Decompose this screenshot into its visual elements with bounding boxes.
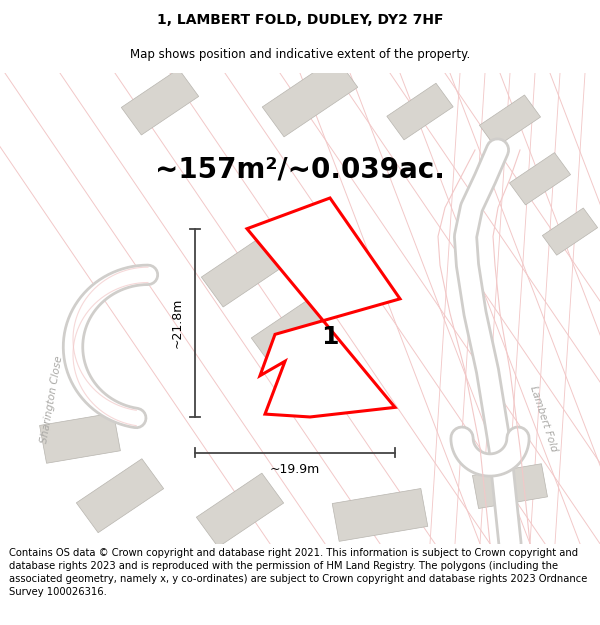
Polygon shape — [479, 95, 541, 148]
Polygon shape — [509, 152, 571, 205]
Polygon shape — [542, 208, 598, 255]
Polygon shape — [247, 198, 400, 417]
Text: Contains OS data © Crown copyright and database right 2021. This information is : Contains OS data © Crown copyright and d… — [9, 548, 587, 598]
Polygon shape — [332, 489, 428, 541]
Text: 1, LAMBERT FOLD, DUDLEY, DY2 7HF: 1, LAMBERT FOLD, DUDLEY, DY2 7HF — [157, 14, 443, 28]
Text: Map shows position and indicative extent of the property.: Map shows position and indicative extent… — [130, 48, 470, 61]
Polygon shape — [76, 459, 164, 532]
Polygon shape — [387, 83, 453, 140]
Polygon shape — [251, 299, 329, 366]
Text: ~157m²/~0.039ac.: ~157m²/~0.039ac. — [155, 155, 445, 183]
Polygon shape — [202, 233, 289, 307]
Text: ~19.9m: ~19.9m — [270, 463, 320, 476]
Text: Sharington Close: Sharington Close — [40, 355, 65, 444]
Polygon shape — [121, 69, 199, 135]
Text: Lambert Fold: Lambert Fold — [527, 384, 559, 453]
Polygon shape — [262, 58, 358, 137]
Polygon shape — [472, 464, 548, 509]
Polygon shape — [40, 413, 121, 463]
Text: 1: 1 — [321, 325, 339, 349]
Polygon shape — [196, 473, 284, 547]
Text: ~21.8m: ~21.8m — [170, 298, 184, 348]
